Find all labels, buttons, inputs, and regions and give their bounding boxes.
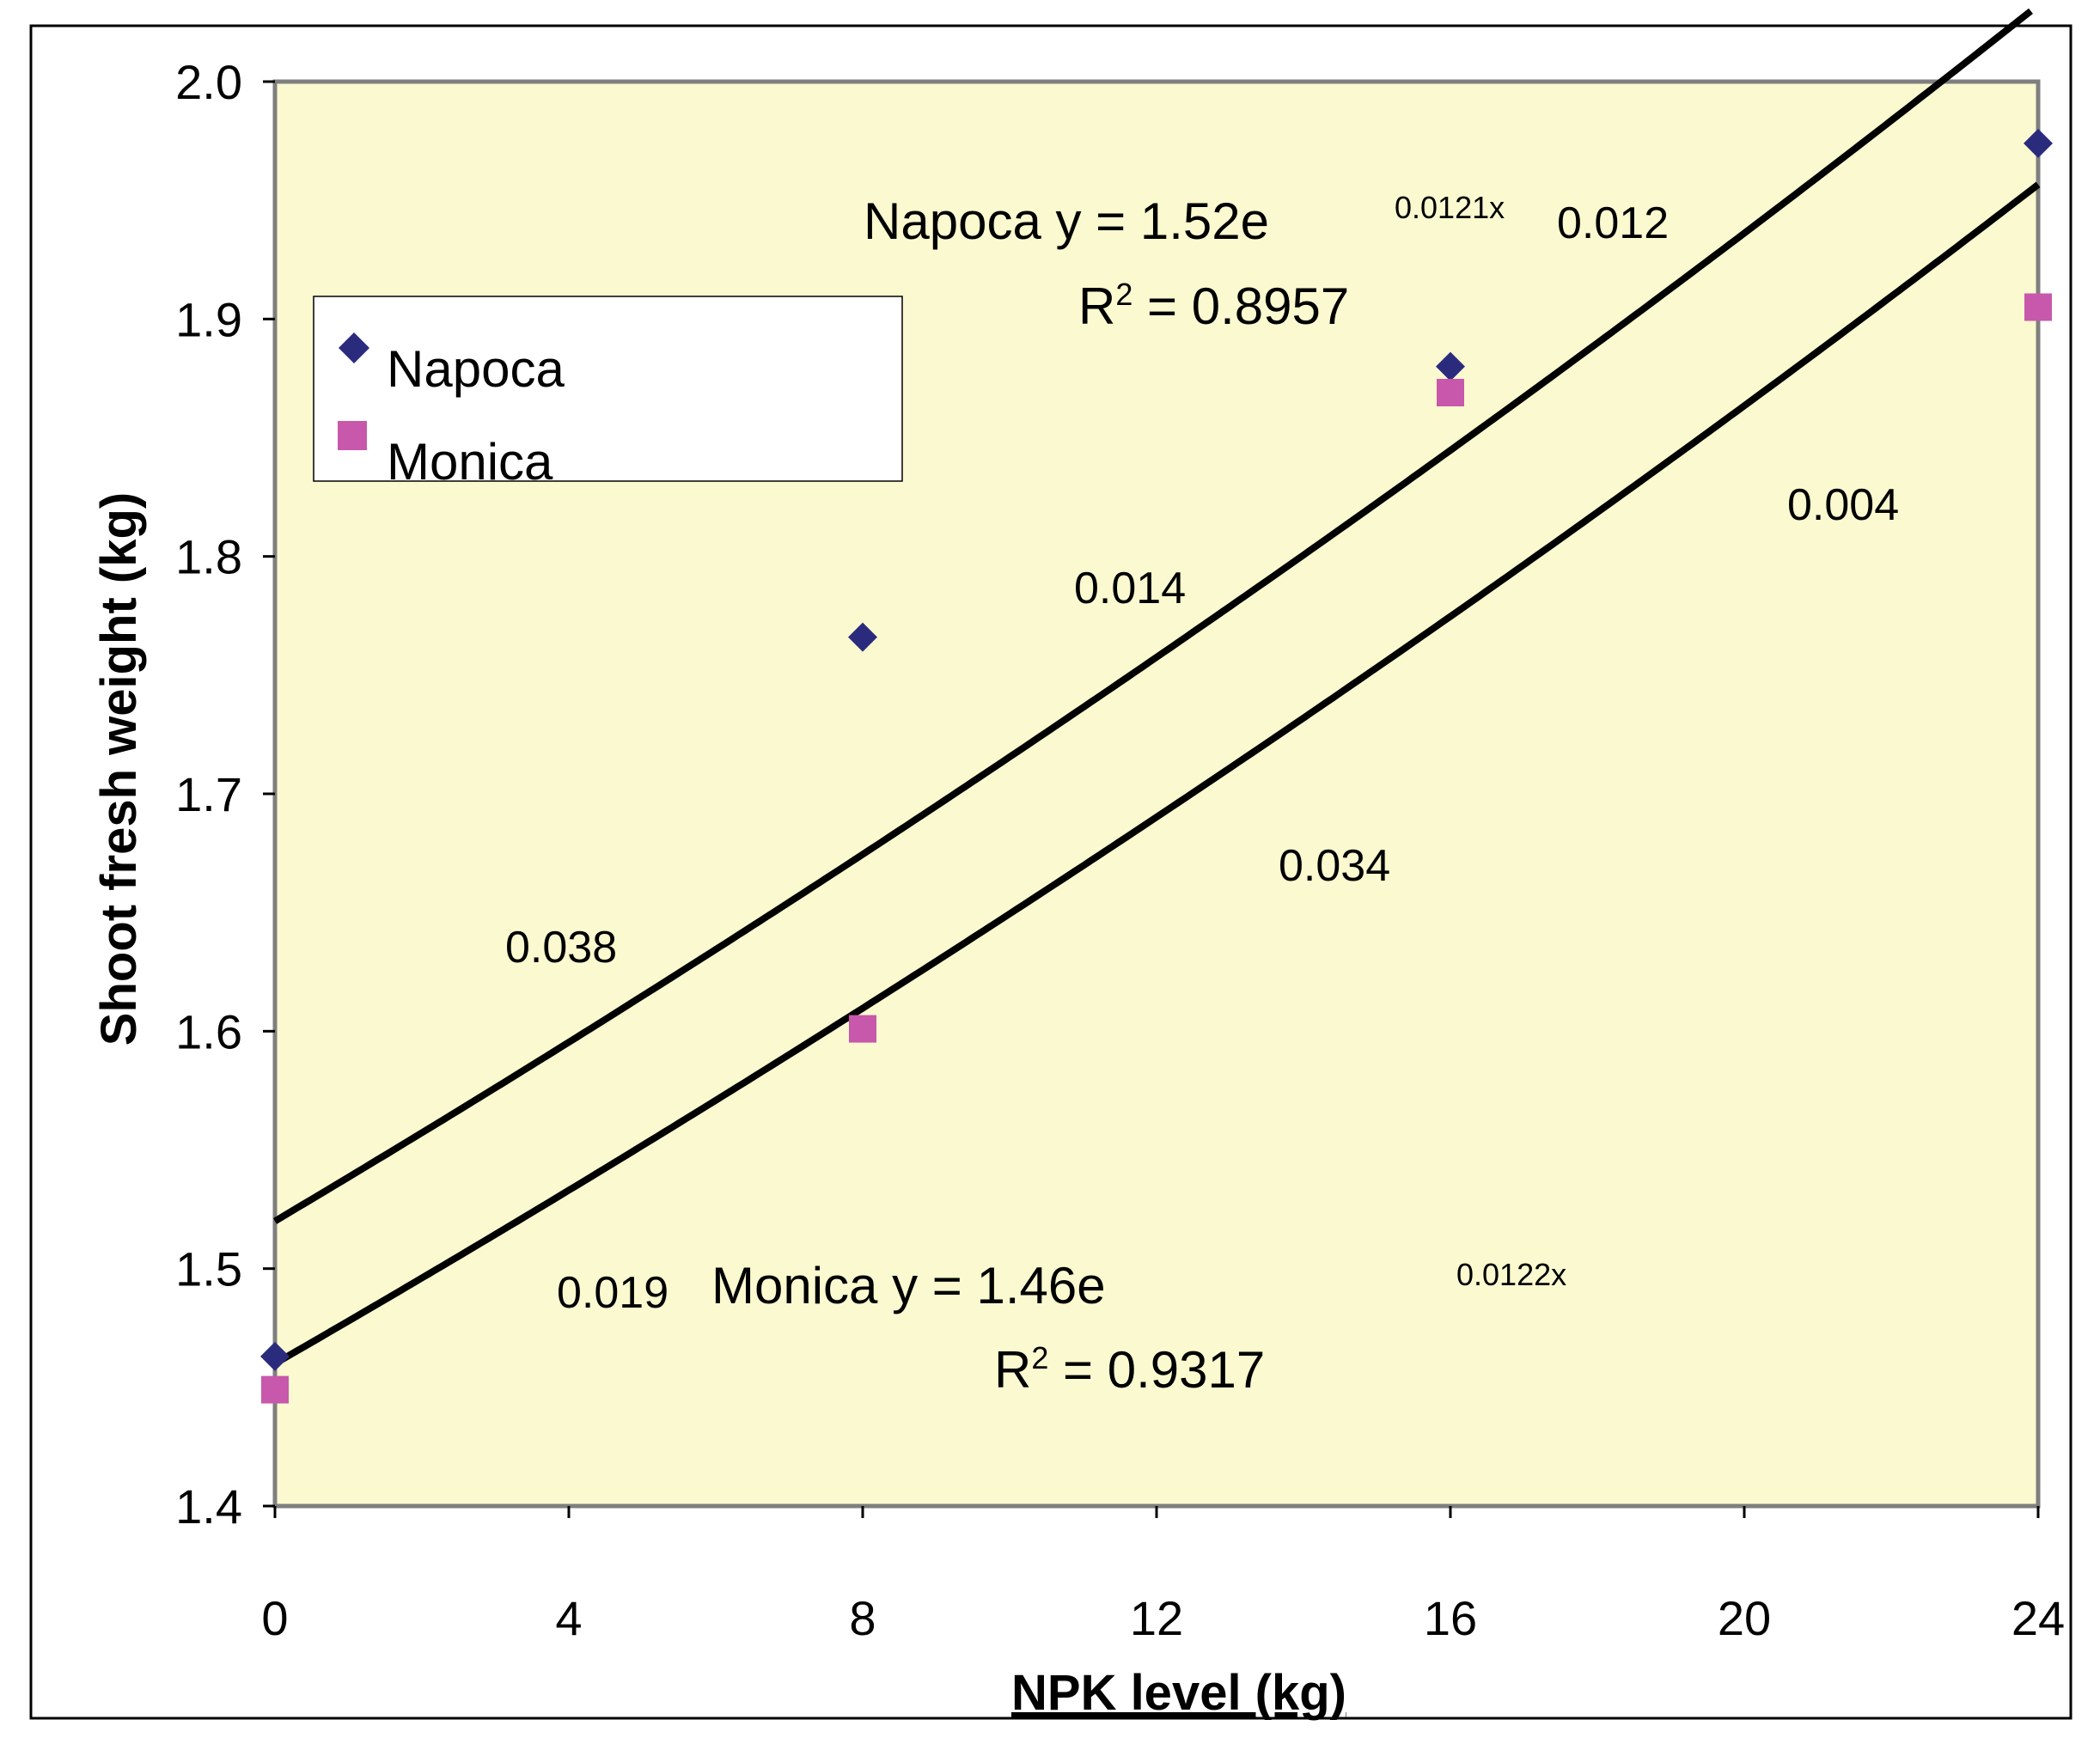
p-value-label: 0.012: [1557, 198, 1669, 248]
trendline-monica: [273, 181, 2041, 1367]
y-axis-title: Shoot fresh weight (kg): [91, 492, 147, 1046]
annotations: Napoca y = 1.52e 0.0121x R2 = 0.8957 Mon…: [505, 190, 1899, 1399]
x-tick-label: 12: [1130, 1591, 1183, 1645]
monica-equation: Monica y = 1.46e: [711, 1257, 1106, 1314]
y-tick-label: 1.9: [175, 292, 242, 346]
y-tick-label: 1.8: [175, 530, 242, 584]
napoca-r2-sup: 2: [1115, 277, 1132, 312]
napoca-exponent: 0.0121x: [1395, 190, 1505, 225]
data-point-napoca: [848, 622, 877, 652]
y-tick-label: 1.6: [175, 1004, 242, 1058]
x-tick-label: 4: [555, 1591, 582, 1645]
legend-monica-label: Monica: [387, 433, 553, 491]
monica-r2: R2 = 0.9317: [994, 1340, 1265, 1399]
data-point-napoca: [260, 1341, 290, 1371]
x-tick-label: 16: [1424, 1591, 1477, 1645]
y-tick-label: 1.5: [175, 1242, 242, 1296]
legend-monica-marker: [338, 421, 367, 450]
data-point-monica: [1437, 378, 1464, 406]
napoca-r2-value: = 0.8957: [1132, 277, 1349, 335]
legend-napoca-marker: [339, 332, 369, 363]
monica-r2-sup: 2: [1031, 1340, 1048, 1375]
x-tick-label: 24: [2011, 1591, 2065, 1645]
legend-napoca-label: Napoca: [387, 340, 565, 398]
x-tick-label: 20: [1718, 1591, 1771, 1645]
x-axis-title: NPK level (kg): [1011, 1665, 1346, 1721]
p-value-label: 0.014: [1074, 564, 1186, 613]
data-point-napoca: [1436, 351, 1465, 381]
monica-r2-label: R: [994, 1341, 1031, 1399]
legend-box: [313, 296, 903, 482]
data-points: [260, 128, 2053, 1404]
legend: Napoca Monica: [313, 296, 903, 491]
data-point-monica: [261, 1375, 289, 1404]
p-value-label: 0.004: [1787, 480, 1899, 530]
data-point-monica: [2024, 293, 2052, 321]
trendline-napoca: [272, 8, 2033, 1224]
p-value-label: 0.034: [1279, 841, 1390, 891]
y-tick-label: 1.7: [175, 767, 242, 821]
x-tick-label: 8: [849, 1591, 876, 1645]
napoca-r2-label: R: [1078, 277, 1115, 335]
data-point-monica: [849, 1015, 876, 1043]
napoca-r2: R2 = 0.8957: [1078, 277, 1349, 335]
monica-r2-value: = 0.9317: [1048, 1341, 1265, 1399]
p-value-label: 0.038: [505, 923, 617, 973]
axes: 1.4 1.5 1.6 1.7 1.8 1.9 2.0 0 4 8 12 16 20 24: [175, 55, 2065, 1645]
x-tick-label: 0: [261, 1591, 288, 1645]
p-value-label: 0.019: [557, 1268, 668, 1318]
monica-exponent: 0.0122x: [1456, 1257, 1566, 1292]
y-tick-label: 2.0: [175, 55, 242, 109]
napoca-equation: Napoca y = 1.52e: [864, 192, 1269, 250]
y-tick-label: 1.4: [175, 1479, 242, 1534]
trendlines: [272, 8, 2041, 1367]
data-point-napoca: [2024, 128, 2053, 158]
